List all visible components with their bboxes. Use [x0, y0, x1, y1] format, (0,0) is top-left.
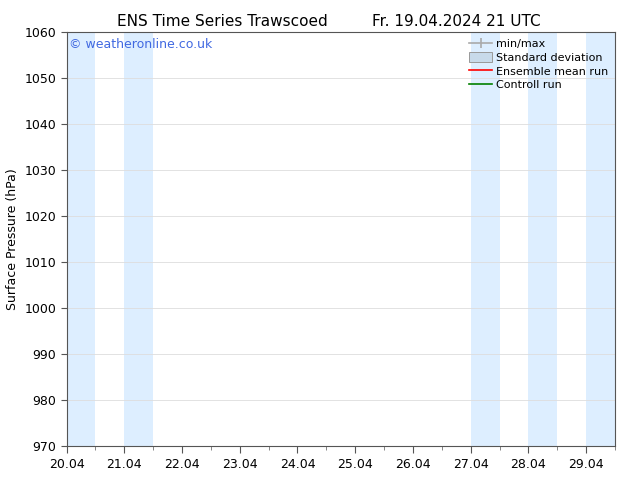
- Text: © weatheronline.co.uk: © weatheronline.co.uk: [69, 38, 212, 51]
- Bar: [528, 32, 557, 446]
- Bar: [67, 32, 96, 446]
- Bar: [586, 32, 615, 446]
- Bar: [124, 32, 153, 446]
- Bar: [470, 32, 500, 446]
- Text: ENS Time Series Trawscoed: ENS Time Series Trawscoed: [117, 14, 327, 29]
- Legend: min/max, Standard deviation, Ensemble mean run, Controll run: min/max, Standard deviation, Ensemble me…: [465, 34, 612, 95]
- Y-axis label: Surface Pressure (hPa): Surface Pressure (hPa): [6, 168, 19, 310]
- Text: Fr. 19.04.2024 21 UTC: Fr. 19.04.2024 21 UTC: [372, 14, 541, 29]
